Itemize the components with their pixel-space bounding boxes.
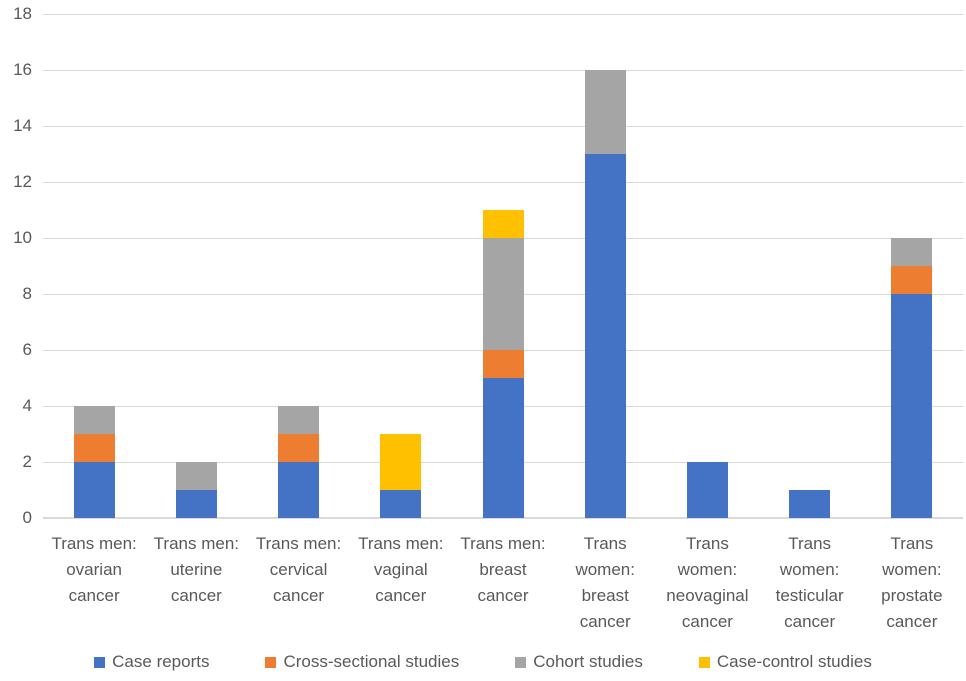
y-axis-tick-label: 18 [13, 4, 32, 23]
gridline [43, 125, 963, 127]
bar-segment-cross-sectional-studies [891, 266, 933, 294]
x-axis-category-label: Trans women: prostate cancer [881, 534, 943, 631]
bar-segment-case-control-studies [380, 434, 422, 490]
gridline [43, 13, 963, 15]
bar-stack [789, 490, 831, 518]
x-axis-category-label: Trans men: uterine cancer [153, 534, 239, 605]
bar-segment-cross-sectional-studies [482, 350, 524, 378]
legend-item: Case-control studies [698, 652, 872, 672]
bar-segment-case-reports [278, 462, 320, 518]
bar-segment-cohort-studies [73, 406, 115, 434]
bar-segment-case-reports [175, 490, 217, 518]
bar-stack [380, 434, 422, 518]
bar-stack [891, 238, 933, 518]
x-axis-category-label: Trans men: vaginal cancer [358, 534, 444, 605]
bar-segment-cohort-studies [891, 238, 933, 266]
legend-label: Cross-sectional studies [283, 652, 460, 671]
x-axis-category-label: Trans women: testicular cancer [775, 534, 844, 631]
bar-stack [73, 406, 115, 518]
bar-stack [686, 462, 728, 518]
bar-segment-case-reports [686, 462, 728, 518]
legend-item: Cross-sectional studies [265, 652, 459, 672]
x-axis-category-label: Trans women: neovaginal cancer [666, 534, 749, 631]
legend-label: Case-control studies [716, 652, 872, 671]
bar-stack [175, 462, 217, 518]
bar-segment-case-reports [584, 154, 626, 518]
legend-marker-case-control-studies [698, 656, 710, 668]
y-axis-tick-label: 10 [13, 228, 32, 247]
y-axis-tick-label: 0 [22, 508, 32, 527]
y-axis-tick-label: 14 [13, 116, 32, 135]
y-axis: 0 2 4 6 8 10 12 14 16 18 [0, 4, 35, 527]
bar-stack [278, 406, 320, 518]
plot-area [43, 13, 963, 519]
legend: Case reports Cross-sectional studies Cohor… [0, 652, 966, 672]
bar-segment-cohort-studies [584, 70, 626, 154]
y-axis-tick-label: 2 [22, 452, 32, 471]
gridline [43, 517, 963, 519]
y-axis-tick-label: 8 [22, 284, 32, 303]
y-axis-tick-label: 6 [22, 340, 32, 359]
bar-segment-case-reports [73, 462, 115, 518]
legend-item: Case reports [94, 652, 209, 672]
legend-label: Cohort studies [533, 652, 643, 671]
x-axis-category-label: Trans women: breast cancer [575, 534, 635, 631]
bar-segment-case-reports [891, 294, 933, 518]
x-axis-category-label: Trans men: ovarian cancer [51, 534, 137, 605]
bar-segment-case-reports [482, 378, 524, 518]
bar-segment-case-reports [789, 490, 831, 518]
gridline [43, 181, 963, 183]
y-axis-tick-label: 16 [13, 60, 32, 79]
x-axis-category-label: Trans men: breast cancer [460, 534, 546, 605]
bar-segment-cross-sectional-studies [73, 434, 115, 462]
bar-segment-cohort-studies [175, 462, 217, 490]
bar-segment-case-control-studies [482, 210, 524, 238]
bar-segment-cohort-studies [278, 406, 320, 434]
bar-segment-cohort-studies [482, 238, 524, 350]
x-axis-category-label: Trans men: cervical cancer [255, 534, 342, 605]
bar-stack [584, 70, 626, 518]
gridline [43, 69, 963, 71]
y-axis-tick-label: 12 [13, 172, 32, 191]
y-axis-tick-label: 4 [22, 396, 32, 415]
bar-stack [482, 210, 524, 518]
legend-marker-cross-sectional-studies [265, 656, 277, 668]
legend-marker-cohort-studies [515, 656, 527, 668]
legend-marker-case-reports [94, 656, 106, 668]
legend-item: Cohort studies [515, 652, 643, 672]
x-axis: Trans men: ovarian cancer Trans men: uter… [43, 531, 963, 635]
bar-segment-case-reports [380, 490, 422, 518]
legend-label: Case reports [112, 652, 210, 671]
bar-segment-cross-sectional-studies [278, 434, 320, 462]
